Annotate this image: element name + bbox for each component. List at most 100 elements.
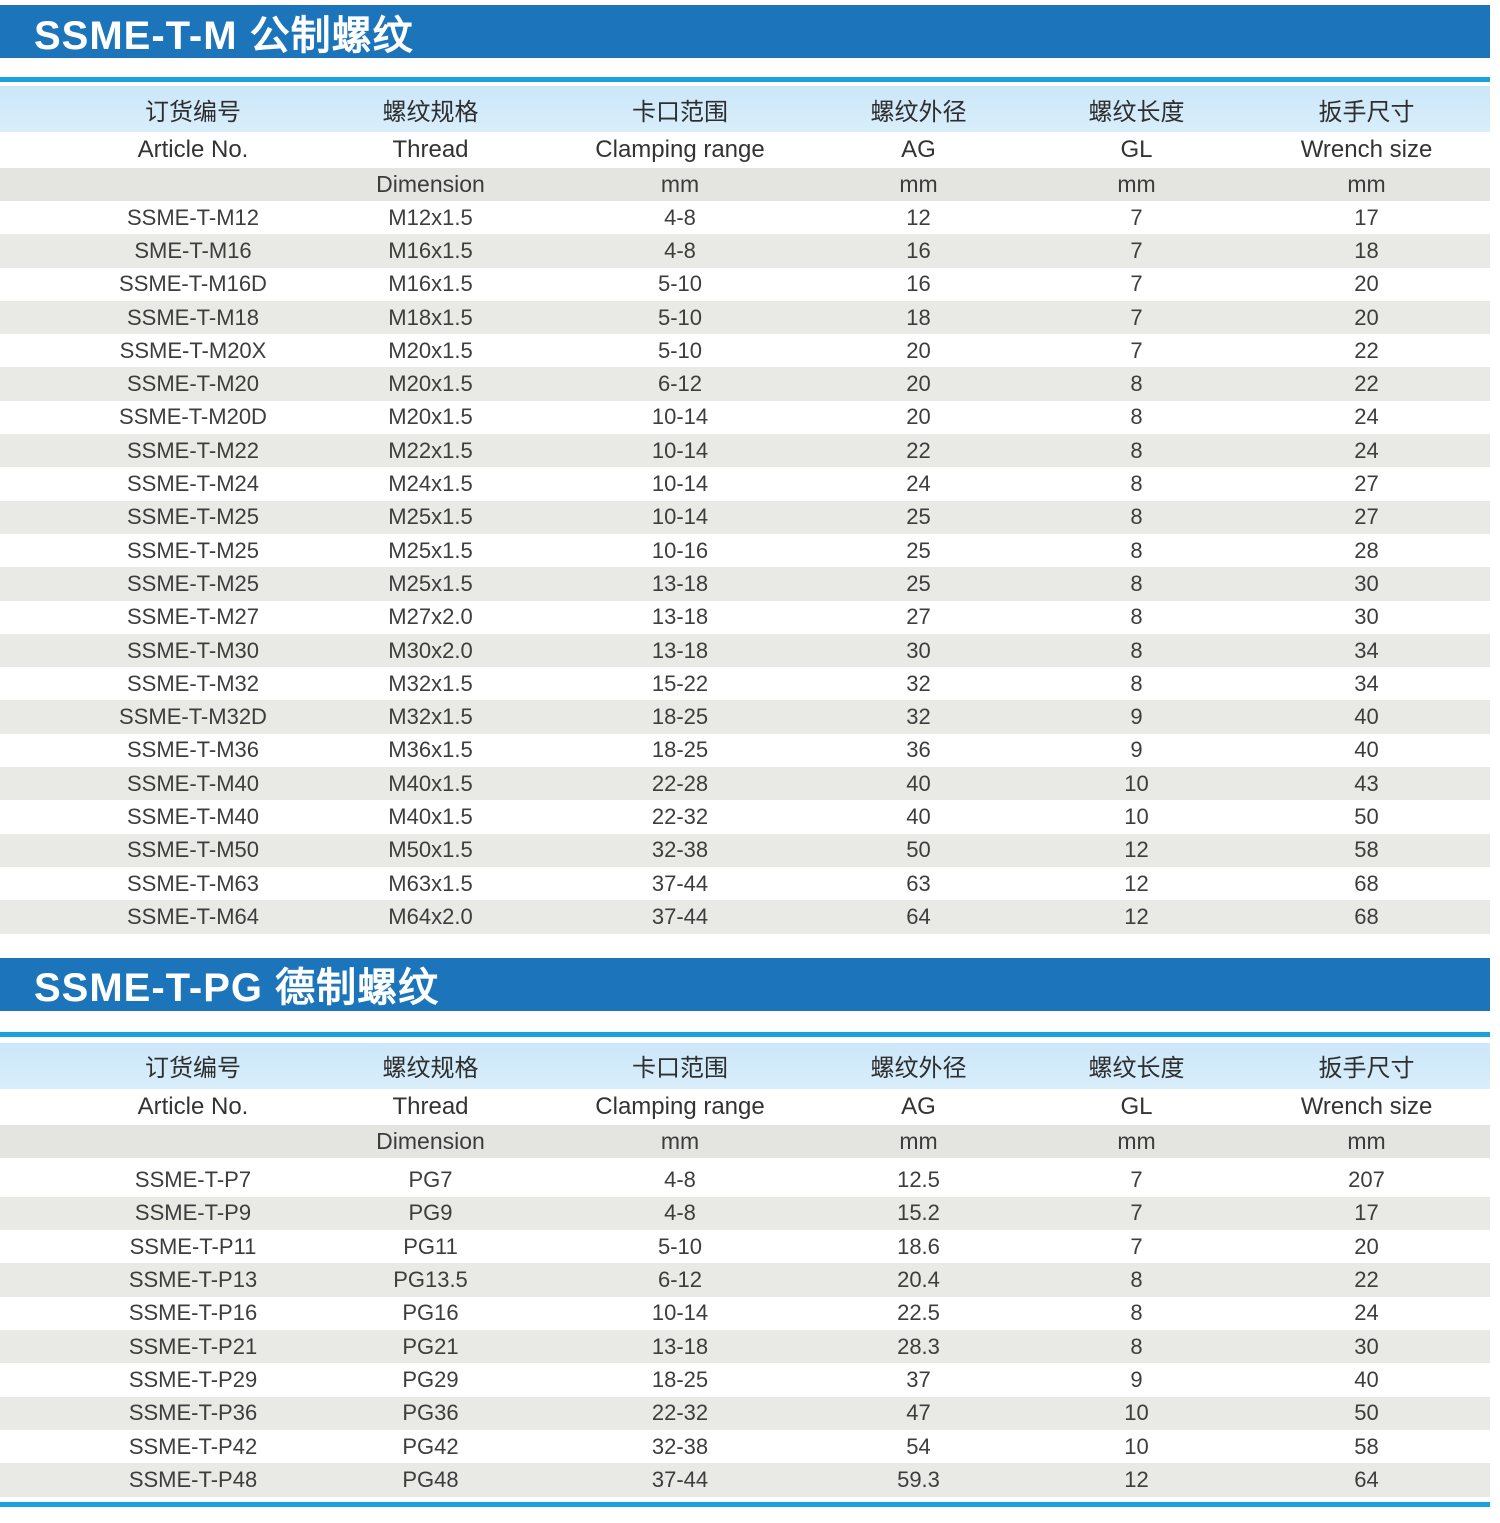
table-cell: 22 [1354,337,1379,363]
table-cell: 22-32 [651,1400,709,1426]
table-cell: PG36 [402,1400,459,1426]
table-cell: M20x1.5 [388,337,473,363]
table-cell: 9 [1130,704,1143,730]
table-cell: M64x2.0 [388,903,473,929]
table-row: SSME-T-M27 M27x2.0 13-18 27 8 30 [0,600,1490,634]
table-cell: 10-14 [651,504,709,530]
column-header-en: AG [901,1092,936,1120]
table-cell: 15.2 [897,1200,940,1226]
table-cell: 34 [1354,670,1379,696]
table-row: SSME-T-M63 M63x1.5 37-44 63 12 68 [0,866,1490,901]
table-cell: 5-10 [657,337,703,363]
table-cell: 20 [1354,271,1379,297]
table-cell: 20.4 [897,1267,940,1293]
table-cell: 8 [1130,371,1143,397]
table-cell: 7 [1130,1233,1143,1259]
table-row: SSME-T-M36 M36x1.5 18-25 36 9 40 [0,733,1490,768]
table-cell: 40 [906,770,931,796]
column-header-unit: mm [1347,171,1386,197]
table-cell: 12 [1124,1466,1149,1492]
table-cell: 22-28 [651,770,709,796]
table-cell: 17 [1354,1200,1379,1226]
column-header-unit: mm [660,1127,700,1154]
column-header-zh: 螺纹规格 [382,98,479,126]
table-cell: SSME-T-M64 [126,903,260,929]
table-row: SSME-T-M25 M25x1.5 10-16 25 8 28 [0,533,1490,568]
table-cell: 8 [1130,437,1143,463]
table-cell: M18x1.5 [388,304,473,330]
table-cell: 47 [906,1400,931,1426]
table-cell: 22 [1354,371,1379,397]
column-header-zh: 扳手尺寸 [1318,1055,1415,1083]
table-row: SSME-T-M18 M18x1.5 5-10 18 7 20 [0,300,1490,335]
table-cell: 18-25 [651,1366,709,1392]
table-cell: M25x1.5 [388,537,473,563]
table-row: SSME-T-M22 M22x1.5 10-14 22 8 24 [0,434,1490,468]
table-cell: 13-18 [651,604,709,630]
table-cell: 7 [1130,304,1143,330]
table-cell: M40x1.5 [388,803,473,829]
table-cell: 28.3 [897,1333,940,1359]
table-cell: 5-10 [657,1233,703,1259]
table-cell: SSME-T-M40 [126,770,260,796]
table-cell: SSME-T-P29 [128,1366,258,1392]
table-cell: M32x1.5 [388,704,473,730]
table-row: SSME-T-P21 PG21 13-18 28.3 8 30 [0,1330,1490,1364]
table-cell: SSME-T-P13 [128,1267,258,1293]
table-cell: M25x1.5 [388,570,473,596]
table-row: SSME-T-P11 PG11 5-10 18.6 7 20 [0,1230,1490,1264]
table-cell: 27 [1354,504,1379,530]
table-cell: 18-25 [651,737,709,763]
table-cell: SSME-T-P16 [128,1300,258,1326]
table-row: SSME-T-M30 M30x2.0 13-18 30 8 34 [0,633,1490,668]
table-row: SSME-T-M12 M12x1.5 4-8 12 7 17 [0,201,1490,235]
table-cell: M27x2.0 [388,604,473,630]
table-row: SSME-T-P13 PG13.5 6-12 20.4 8 22 [0,1263,1490,1297]
table-cell: 4-8 [664,237,696,263]
header-row-en: Article No. Thread Clamping range AG GL Wrenc… [0,1088,1490,1125]
column-header-zh: 扳手尺寸 [1318,98,1415,126]
table-cell: 8 [1130,504,1143,530]
section-title-bar-metric: SSME-T-M 公制螺纹 [0,5,1490,58]
table-cell: M22x1.5 [388,437,473,463]
table-cell: 13-18 [651,570,709,596]
table-cell: PG11 [403,1233,458,1259]
table-cell: 20 [1354,304,1379,330]
table-cell: 10-14 [651,404,709,430]
table-cell: 59.3 [897,1466,940,1492]
table-cell: 7 [1130,237,1143,263]
header-row-unit: Dimension mm mm mm mm [0,1124,1490,1158]
table-cell: SSME-T-M16D [119,271,267,297]
table-cell: 24 [906,471,931,497]
table-cell: 10 [1124,1433,1149,1459]
table-cell: 24 [1354,1300,1379,1326]
table-cell: 8 [1130,471,1143,497]
table-cell: 8 [1130,537,1143,563]
table-cell: 34 [1354,637,1379,663]
table-cell: 8 [1130,570,1143,596]
table-cell: M12x1.5 [388,204,473,230]
table-cell: 5-10 [657,271,703,297]
table-cell: 7 [1130,271,1143,297]
column-header-unit: mm [1117,1127,1156,1154]
table-row: SSME-T-M25 M25x1.5 10-14 25 8 27 [0,500,1490,534]
table-cell: 22 [1354,1267,1379,1293]
header-row-en: Article No. Thread Clamping range AG GL Wrenc… [0,132,1490,168]
table-cell: 63 [906,870,931,896]
spec-table-metric: 订货编号 螺纹规格 卡口范围 螺纹外径 螺纹长度 扳手尺寸 Article No. Threa… [0,86,1490,934]
table-cell: 37-44 [651,1466,709,1492]
column-header-en: GL [1120,1092,1153,1120]
table-cell: 36 [906,737,931,763]
table-cell: 40 [1354,737,1379,763]
table-cell: M32x1.5 [388,670,473,696]
table-row: SSME-T-M40 M40x1.5 22-28 40 10 43 [0,767,1490,801]
table-row: SSME-T-M50 M50x1.5 32-38 50 12 58 [0,833,1490,867]
column-header-unit: Dimension [376,1127,485,1154]
section-title-bar-pg: SSME-T-PG 德制螺纹 [0,957,1490,1011]
bottom-divider-line [0,1501,1490,1507]
table-cell: M16x1.5 [388,271,473,297]
column-header-unit: mm [1347,1127,1386,1154]
divider-line [0,1031,1490,1037]
table-cell: M24x1.5 [388,471,473,497]
table-cell: 27 [1354,471,1379,497]
